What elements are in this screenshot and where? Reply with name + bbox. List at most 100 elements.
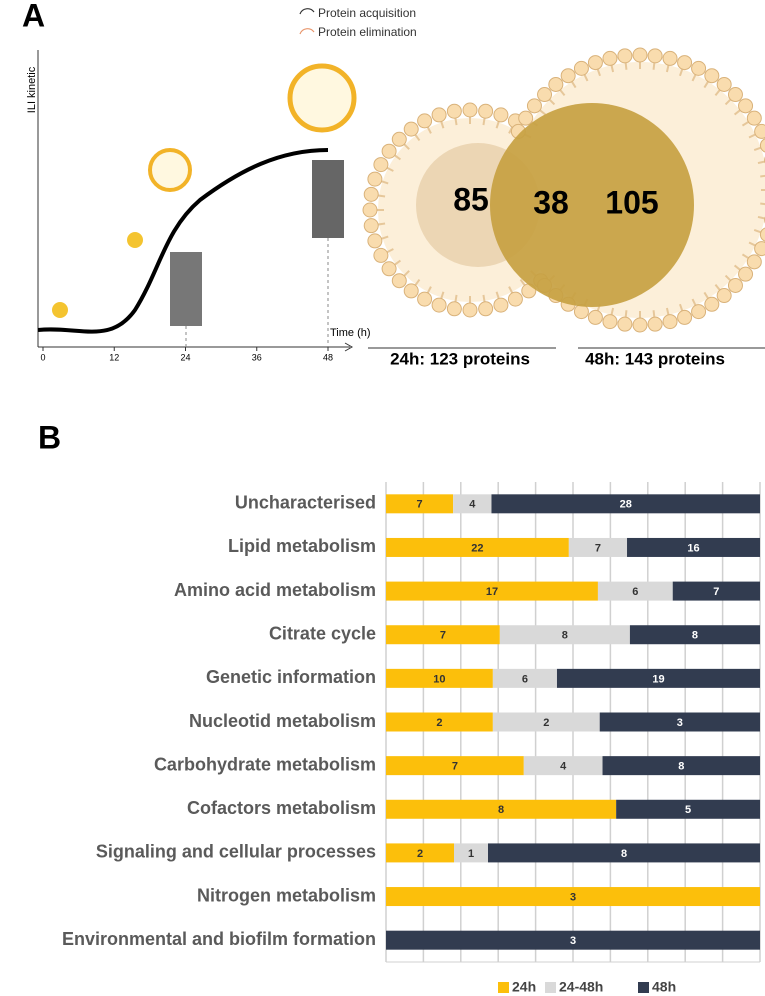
- lipid-head: [362, 202, 378, 218]
- lipid-head: [507, 291, 523, 307]
- lipid-head: [662, 314, 678, 330]
- bar-segment: [523, 756, 603, 776]
- y-tick-label: Environmental and biofilm formation: [62, 929, 376, 949]
- bar-segment: [597, 581, 673, 601]
- venn-right: 105: [605, 184, 658, 220]
- value-label: 2: [417, 848, 423, 860]
- value-label: 17: [486, 586, 498, 598]
- lipid-head: [587, 55, 603, 71]
- bar-segment: [568, 537, 628, 557]
- lipid-head: [367, 233, 383, 249]
- bar-segment: [386, 537, 569, 557]
- lipid-head: [677, 309, 693, 325]
- lipid-head: [381, 261, 397, 277]
- legend-label: 24h: [512, 979, 536, 995]
- lipid-head: [704, 68, 720, 84]
- bar-segment: [386, 799, 617, 819]
- lipid-head: [632, 317, 648, 333]
- lipid-head: [632, 47, 648, 63]
- lipid-tail: [760, 174, 765, 178]
- bar-segment: [627, 537, 760, 557]
- lipid-head: [478, 103, 494, 119]
- lipid-head: [373, 247, 389, 263]
- panel-label: B: [38, 419, 61, 455]
- lipid-head: [716, 76, 732, 92]
- value-label: 8: [692, 630, 698, 642]
- value-label: 1: [468, 848, 474, 860]
- value-label: 6: [522, 673, 528, 685]
- lipid-tail: [760, 202, 765, 206]
- lipid-head: [754, 241, 765, 257]
- bar-segment: [386, 712, 493, 732]
- bar-segment: [386, 668, 493, 688]
- bar-segment: [616, 799, 760, 819]
- lipid-head: [602, 50, 618, 66]
- lipid-head: [526, 98, 542, 114]
- bar-segment: [599, 712, 760, 732]
- lipid-head: [704, 296, 720, 312]
- vesicle: [287, 63, 357, 133]
- lipid-head: [391, 273, 407, 289]
- lipid-head: [367, 171, 383, 187]
- y-tick-label: Carbohydrate metabolism: [154, 754, 376, 774]
- bar-segment: [492, 668, 557, 688]
- bar-segment: [491, 494, 760, 514]
- value-label: 7: [452, 761, 458, 773]
- lipid-head: [417, 113, 433, 129]
- value-label: 10: [433, 673, 445, 685]
- lipid-head: [738, 98, 754, 114]
- lipid-head: [727, 87, 743, 103]
- lipid-head: [560, 68, 576, 84]
- bar-segment: [454, 843, 488, 863]
- lipid-head: [462, 302, 478, 318]
- value-label: 8: [562, 630, 568, 642]
- lipid-head: [573, 60, 589, 76]
- legend-swatch: [638, 982, 649, 993]
- panel-label: A: [22, 0, 45, 33]
- x-axis-arrow: [344, 342, 354, 352]
- lipid-head: [363, 186, 379, 202]
- value-label: 16: [687, 542, 699, 554]
- lipid-head: [363, 218, 379, 234]
- lipid-head: [548, 76, 564, 92]
- x-tick-label: 48: [323, 352, 333, 362]
- bar-segment: [386, 581, 598, 601]
- lipid-head: [647, 48, 663, 64]
- lipid-head: [746, 110, 762, 126]
- bar-segment: [386, 843, 454, 863]
- value-label: 4: [469, 499, 476, 511]
- x-axis-label: Time (h): [330, 327, 371, 339]
- lipid-head: [759, 138, 765, 153]
- y-tick-label: Uncharacterised: [235, 493, 376, 513]
- legend-label: 24-48h: [559, 979, 603, 995]
- value-label: 28: [620, 499, 632, 511]
- venn-overlap: 38: [533, 184, 569, 220]
- value-label: 7: [713, 586, 719, 598]
- lipid-head: [647, 316, 663, 332]
- lipid-head: [691, 304, 707, 320]
- vesicle: [148, 148, 192, 192]
- x-tick-label: 36: [252, 352, 262, 362]
- elimination-arrow: [299, 28, 315, 35]
- y-tick-label: Cofactors metabolism: [187, 798, 376, 818]
- x-tick-label: 12: [109, 352, 119, 362]
- x-tick-label: 24: [180, 352, 190, 362]
- bar-segment: [488, 843, 760, 863]
- value-label: 3: [570, 891, 576, 903]
- value-label: 3: [677, 717, 683, 729]
- value-label: 19: [652, 673, 664, 685]
- lipid-head: [518, 110, 534, 126]
- lipid-head: [446, 301, 462, 317]
- y-tick-label: Genetic information: [206, 667, 376, 687]
- lipid-head: [759, 227, 765, 242]
- bar-segment: [386, 756, 524, 776]
- lipid-head: [446, 103, 462, 119]
- lipid-head: [746, 254, 762, 270]
- lipid-head: [587, 309, 603, 325]
- lipid-head: [691, 60, 707, 76]
- bar-segment: [602, 756, 760, 776]
- value-label: 5: [685, 804, 691, 816]
- bar-segment: [453, 494, 492, 514]
